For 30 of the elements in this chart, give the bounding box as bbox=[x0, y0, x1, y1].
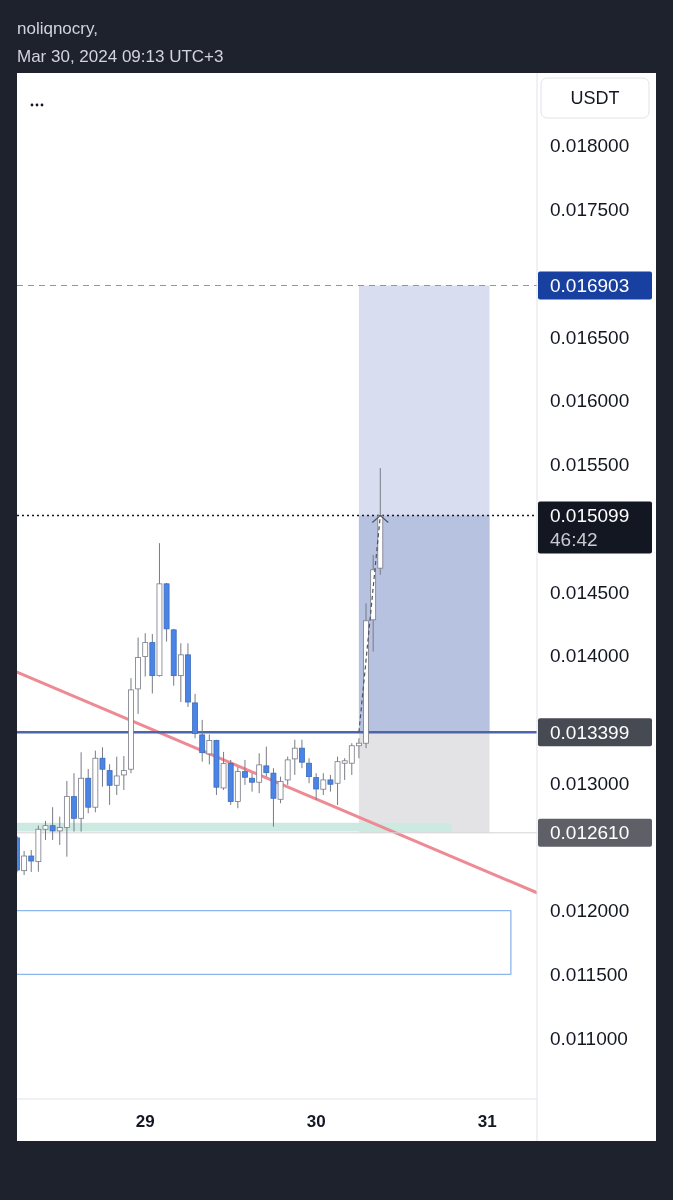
y-tick-label: 0.017500 bbox=[550, 199, 630, 221]
ref-line-label: 0.015099 bbox=[550, 505, 630, 527]
ref-line-label: 0.016903 bbox=[550, 275, 630, 297]
y-tick-label: 0.016000 bbox=[550, 390, 630, 412]
y-tick-label: 0.011000 bbox=[550, 1027, 628, 1049]
chart-title: noliqnocry, bbox=[17, 19, 98, 38]
candlestick bbox=[256, 752, 263, 794]
ref-line-label: 0.012610 bbox=[550, 822, 630, 844]
y-tick-label: 0.015500 bbox=[550, 454, 630, 476]
text: 46:42 bbox=[550, 529, 598, 551]
x-tick-label: 30 bbox=[306, 1112, 326, 1131]
y-tick-label: 0.012000 bbox=[550, 900, 630, 922]
y-tick-label: 0.018000 bbox=[550, 135, 630, 157]
y-tick-label: 0.016500 bbox=[550, 326, 630, 348]
y-tick-label: 0.014000 bbox=[550, 645, 630, 667]
candlestick bbox=[277, 776, 284, 804]
y-tick-label: 0.013000 bbox=[550, 772, 630, 794]
y-tick-label: 0.011500 bbox=[550, 963, 628, 985]
y-axis-title: USDT bbox=[570, 88, 620, 109]
candlestick bbox=[21, 850, 28, 876]
chart-subtitle: Mar 30, 2024 09:13 UTC+3 bbox=[17, 47, 224, 66]
candlestick bbox=[206, 734, 213, 765]
candlestick bbox=[142, 632, 149, 678]
ref-line-label: 0.013399 bbox=[550, 721, 630, 743]
candlestick bbox=[320, 772, 327, 796]
candlestick bbox=[177, 642, 184, 703]
x-tick-label: 29 bbox=[135, 1112, 155, 1131]
y-tick-label: 0.014500 bbox=[550, 581, 630, 603]
x-tick-label: 31 bbox=[477, 1112, 497, 1131]
candlestick bbox=[306, 757, 312, 784]
